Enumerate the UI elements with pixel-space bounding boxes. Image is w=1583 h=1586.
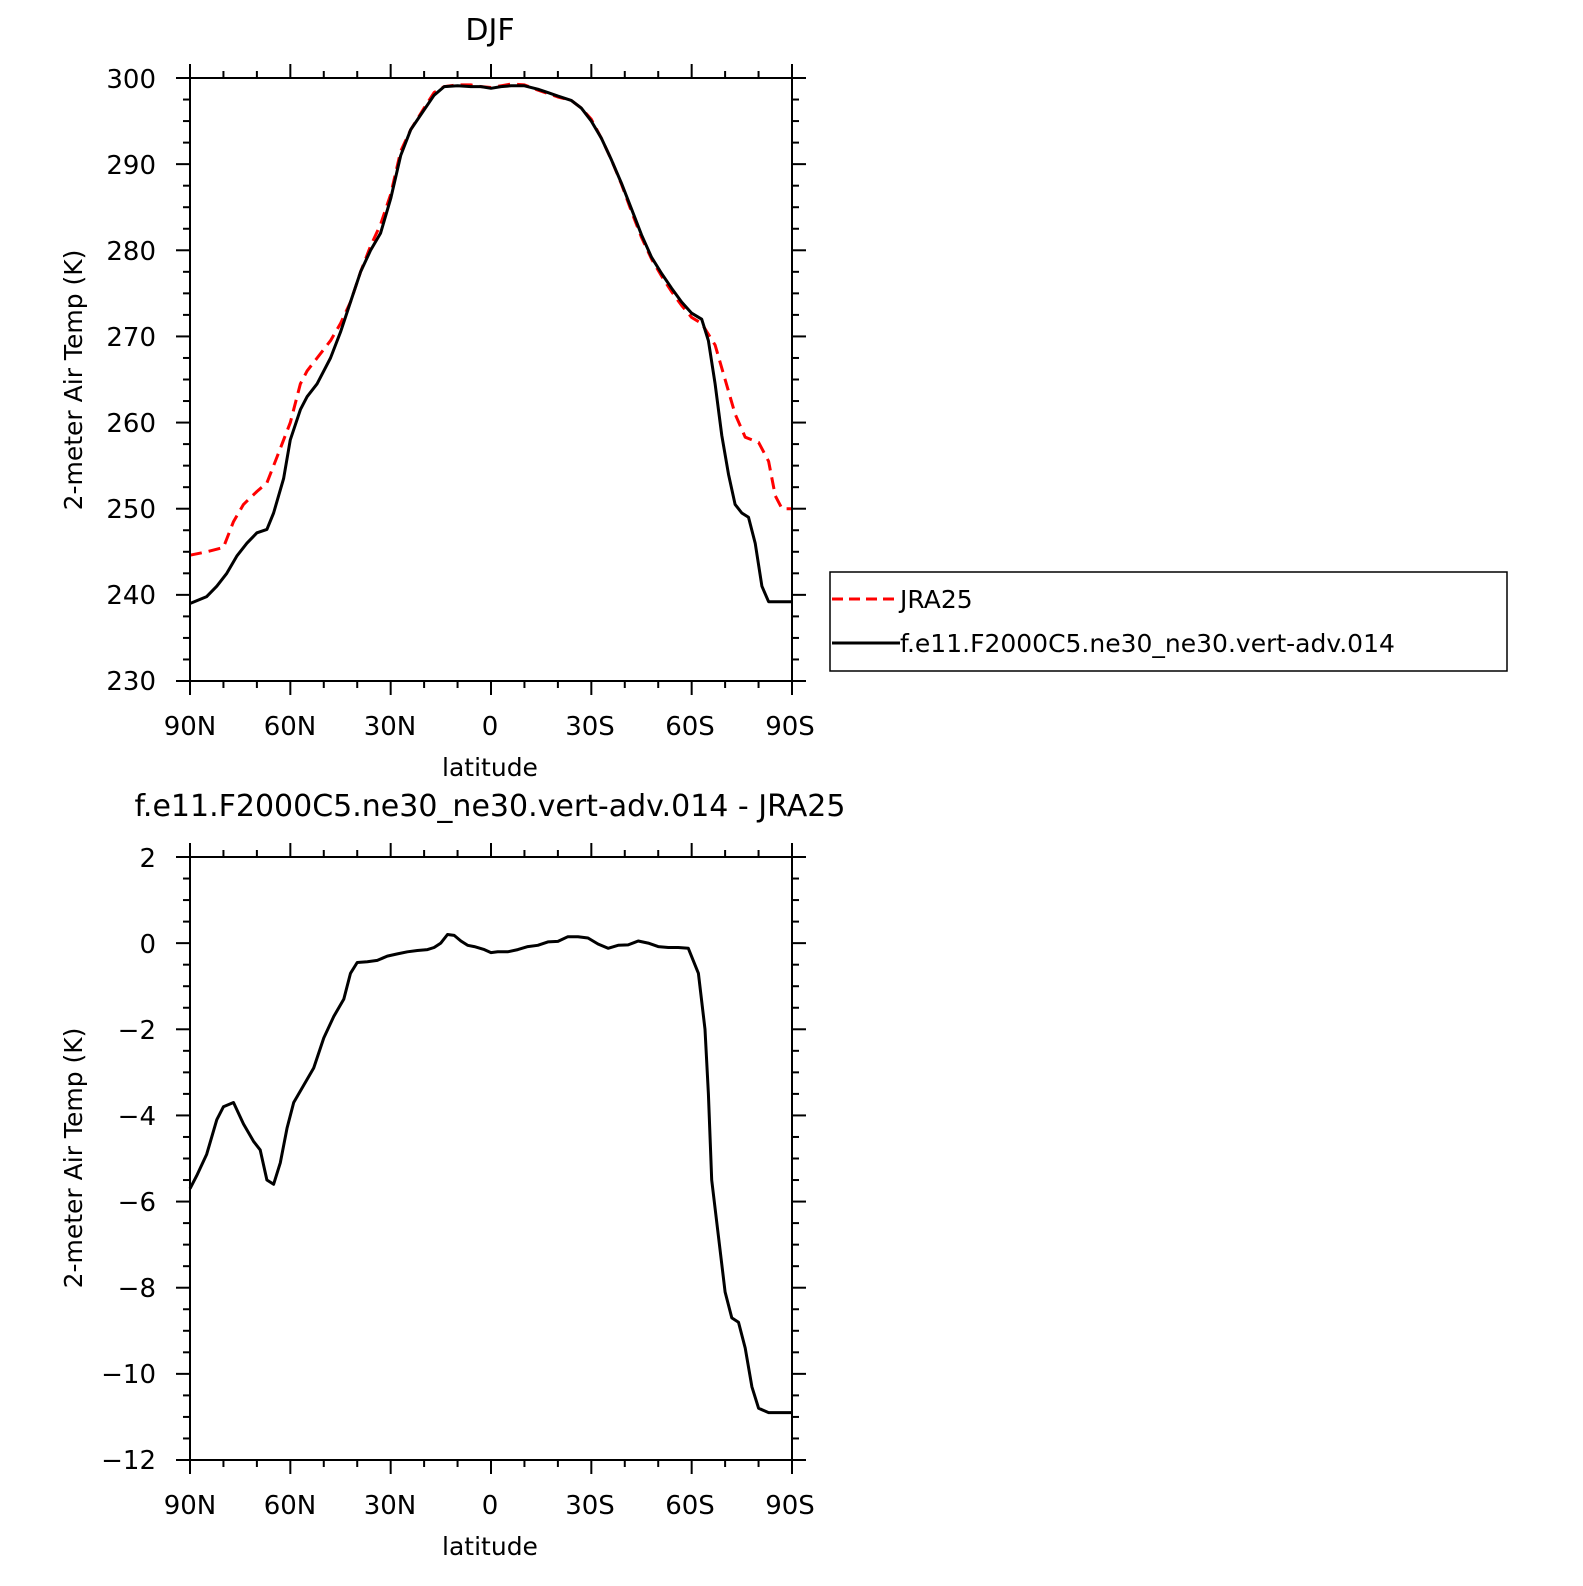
y-tick-label: −8 — [118, 1274, 156, 1304]
legend: JRA25 f.e11.F2000C5.ne30_ne30.vert-adv.0… — [829, 571, 1508, 672]
panel-top: DJF 230 240 250 260 270 280 290 300 90N … — [59, 13, 1508, 782]
series-line-bottom-0 — [188, 933, 792, 1415]
x-tick-label: 60N — [264, 712, 317, 742]
x-tick-label: 90N — [164, 712, 217, 742]
y-tick-label: 2 — [139, 844, 156, 874]
axis-ticks-top — [176, 64, 806, 695]
y-tick-label: 270 — [106, 323, 156, 353]
x-tick-label: 30S — [565, 1491, 615, 1521]
x-tick-label: 0 — [482, 712, 499, 742]
y-tick-label: −10 — [101, 1360, 156, 1390]
x-tick-label: 0 — [482, 1491, 499, 1521]
x-tick-labels-top: 90N 60N 30N 0 30S 60S 90S — [164, 712, 815, 742]
y-tick-label: 230 — [106, 667, 156, 697]
x-tick-label: 30N — [364, 1491, 417, 1521]
chart-title-top: DJF — [465, 13, 514, 48]
x-axis-label-bottom: latitude — [442, 1532, 538, 1561]
x-tick-label: 90S — [765, 1491, 815, 1521]
x-axis-label-top: latitude — [442, 753, 538, 782]
legend-box — [829, 571, 1508, 672]
y-axis-label-top: 2-meter Air Temp (K) — [59, 250, 88, 511]
y-tick-label: 280 — [106, 237, 156, 267]
y-tick-label: 300 — [106, 65, 156, 95]
plot-frame-bottom — [189, 856, 793, 1461]
x-tick-label: 30N — [364, 712, 417, 742]
x-tick-label: 60S — [665, 712, 715, 742]
x-tick-label: 60N — [264, 1491, 317, 1521]
x-tick-label: 90S — [765, 712, 815, 742]
plot-lines-bottom — [188, 933, 792, 1415]
plot-frame-top — [189, 77, 793, 682]
plot-lines-top — [189, 82, 792, 605]
y-tick-labels-top: 230 240 250 260 270 280 290 300 — [106, 65, 156, 697]
y-tick-label: 0 — [139, 930, 156, 960]
legend-label-model: f.e11.F2000C5.ne30_ne30.vert-adv.014 — [900, 629, 1395, 658]
y-tick-label: −4 — [118, 1102, 156, 1132]
panel-bottom: f.e11.F2000C5.ne30_ne30.vert-adv.014 - J… — [59, 789, 845, 1561]
y-tick-label: −12 — [101, 1446, 156, 1476]
chart-title-bottom: f.e11.F2000C5.ne30_ne30.vert-adv.014 - J… — [135, 789, 846, 824]
x-tick-labels-bottom: 90N 60N 30N 0 30S 60S 90S — [164, 1491, 815, 1521]
legend-label-jra25: JRA25 — [898, 585, 973, 614]
y-tick-label: 250 — [106, 495, 156, 525]
y-tick-label: 240 — [106, 581, 156, 611]
x-tick-label: 90N — [164, 1491, 217, 1521]
y-tick-label: 290 — [106, 151, 156, 181]
series-line-top-1 — [189, 84, 792, 605]
y-tick-labels-bottom: −12 −10 −8 −6 −4 −2 0 2 — [101, 844, 156, 1476]
y-axis-label-bottom: 2-meter Air Temp (K) — [59, 1028, 88, 1289]
y-tick-label: −6 — [118, 1188, 156, 1218]
x-tick-label: 60S — [665, 1491, 715, 1521]
y-tick-label: −2 — [118, 1016, 156, 1046]
axis-ticks-bottom — [176, 843, 806, 1474]
y-tick-label: 260 — [106, 409, 156, 439]
x-tick-label: 30S — [565, 712, 615, 742]
